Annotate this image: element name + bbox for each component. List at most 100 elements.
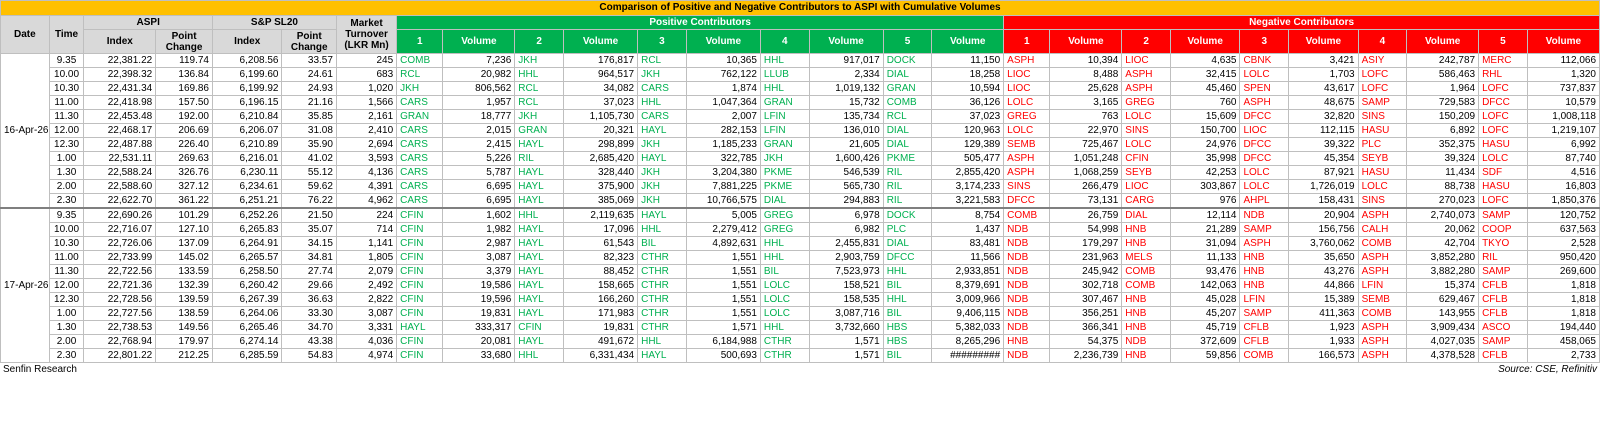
positive-ticker: HHL (514, 67, 564, 82)
negative-volume-header: Volume (1169, 29, 1241, 54)
negative-volume: 93,476 (1169, 264, 1241, 279)
negative-ticker: DFCC (1239, 151, 1290, 166)
positive-volume: 158,521 (808, 278, 884, 293)
value-cell: 1,566 (335, 95, 398, 110)
positive-ticker: HHL (759, 236, 810, 251)
positive-volume: 18,777 (442, 109, 516, 124)
negative-ticker: ASPH (1357, 320, 1408, 335)
negative-volume: 45,354 (1288, 151, 1359, 166)
negative-volume: 637,563 (1526, 222, 1600, 237)
value-cell: 22,431.34 (83, 81, 157, 96)
positive-ticker: BIL (882, 278, 933, 293)
value-cell: 6,216.01 (211, 151, 283, 166)
negative-ticker: SEMB (1003, 137, 1051, 152)
positive-volume: 1,874 (685, 81, 761, 96)
table-row: 10.00 22,398.32 136.84 6,199.60 24.61 683 RCL 2… (1, 67, 1600, 82)
positive-volume: 6,331,434 (562, 348, 639, 363)
positive-volume-header: Volume (442, 29, 516, 54)
value-cell: 22,622.70 (83, 193, 157, 209)
table-row: 12.30 22,487.88 226.40 6,210.89 35.90 2,694 CA… (1, 137, 1600, 152)
positive-volume: 5,226 (442, 151, 516, 166)
positive-volume: 158,665 (562, 278, 639, 293)
negative-rank-header: 5 (1478, 29, 1528, 54)
positive-ticker: DIAL (882, 137, 933, 152)
negative-volume: 26,759 (1049, 207, 1123, 223)
positive-ticker: PKME (759, 179, 810, 194)
positive-ticker: CTHR (637, 306, 687, 321)
value-cell: 6,274.14 (211, 334, 283, 349)
positive-ticker: JKH (514, 53, 564, 68)
negative-ticker: SINS (1003, 179, 1051, 194)
value-cell: 2,822 (335, 292, 398, 307)
time-cell: 10.00 (48, 67, 85, 82)
negative-volume: 366,341 (1049, 320, 1123, 335)
value-cell: 326.76 (155, 165, 213, 180)
positive-ticker: GRAN (514, 123, 564, 138)
positive-volume: 166,260 (562, 292, 639, 307)
table-row: 2.00 22,768.94 179.97 6,274.14 43.38 4,036 CFI… (1, 334, 1600, 349)
positive-ticker: CFIN (396, 292, 444, 307)
negative-ticker: COMB (1357, 306, 1408, 321)
value-cell: 1,805 (335, 250, 398, 265)
positive-ticker: RIL (882, 165, 933, 180)
value-cell: 6,251.21 (211, 193, 283, 209)
positive-volume: 1,047,364 (685, 95, 761, 110)
positive-ticker: RCL (637, 53, 687, 68)
positive-ticker: DIAL (882, 123, 933, 138)
negative-volume: 760 (1169, 95, 1241, 110)
positive-ticker: HAYL (514, 306, 564, 321)
positive-ticker: CTHR (637, 292, 687, 307)
positive-volume: 762,122 (685, 67, 761, 82)
positive-rank-header: 5 (882, 29, 933, 54)
negative-rank-header: 4 (1357, 29, 1408, 54)
negative-ticker: LIOC (1239, 123, 1290, 138)
negative-ticker: SEYB (1357, 151, 1408, 166)
negative-ticker: NDB (1003, 222, 1051, 237)
positive-ticker: RCL (882, 109, 933, 124)
negative-volume: 10,579 (1526, 95, 1600, 110)
value-cell: 6,265.57 (211, 250, 283, 265)
negative-volume: 54,998 (1049, 222, 1123, 237)
positive-ticker: JKH (637, 67, 687, 82)
negative-ticker: CARG (1121, 193, 1171, 209)
positive-ticker: PKME (759, 165, 810, 180)
value-cell: 22,398.32 (83, 67, 157, 82)
value-cell: 6,208.56 (211, 53, 283, 68)
value-cell: 138.59 (155, 306, 213, 321)
negative-volume: 458,065 (1526, 334, 1600, 349)
negative-volume: 39,322 (1288, 137, 1359, 152)
negative-ticker: SAMP (1239, 306, 1290, 321)
value-cell: 6,199.92 (211, 81, 283, 96)
negative-volume: 2,733 (1526, 348, 1600, 363)
negative-ticker: LOLC (1478, 151, 1528, 166)
value-cell: 245 (335, 53, 398, 68)
positive-ticker: HHL (514, 207, 564, 223)
negative-ticker: LIOC (1121, 179, 1171, 194)
positive-ticker: CFIN (396, 278, 444, 293)
positive-rank-header: 3 (637, 29, 687, 54)
positive-ticker: CARS (396, 137, 444, 152)
positive-volume: 2,334 (808, 67, 884, 82)
negative-volume: 411,363 (1288, 306, 1359, 321)
positive-volume: 2,015 (442, 123, 516, 138)
positive-header: Positive Contributors (396, 15, 1005, 30)
positive-ticker: LOLC (759, 292, 810, 307)
negative-volume: 586,463 (1406, 67, 1480, 82)
negative-volume: 35,650 (1288, 250, 1359, 265)
negative-ticker: ASPH (1121, 67, 1171, 82)
negative-ticker: ASPH (1357, 348, 1408, 363)
positive-ticker: HAYL (514, 264, 564, 279)
negative-volume: 31,094 (1169, 236, 1241, 251)
negative-volume: 1,320 (1526, 67, 1600, 82)
negative-volume: 1,818 (1526, 306, 1600, 321)
positive-ticker: GRAN (759, 95, 810, 110)
value-cell: 22,727.56 (83, 306, 157, 321)
positive-volume: 294,883 (808, 193, 884, 209)
time-cell: 9.35 (48, 207, 85, 223)
positive-volume: 136,010 (808, 123, 884, 138)
positive-volume: 1,551 (685, 250, 761, 265)
negative-volume-header: Volume (1049, 29, 1123, 54)
negative-volume: 158,431 (1288, 193, 1359, 209)
value-cell: 145.02 (155, 250, 213, 265)
time-cell: 12.00 (48, 123, 85, 138)
